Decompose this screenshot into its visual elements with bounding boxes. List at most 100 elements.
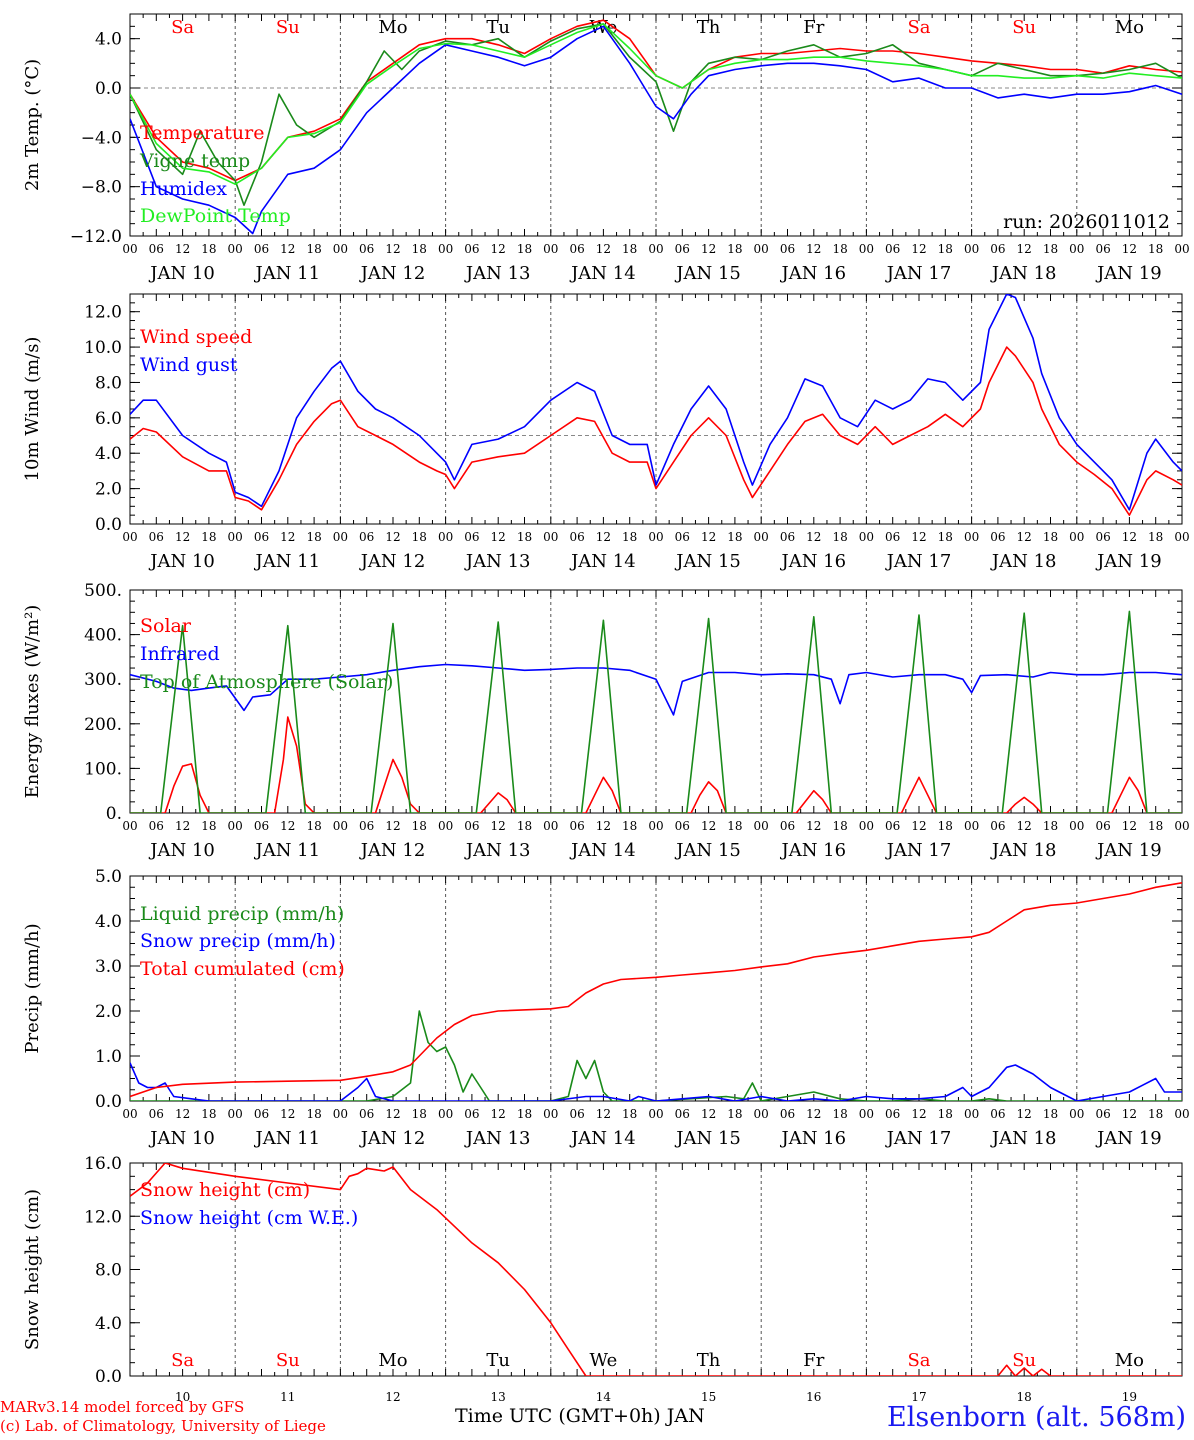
- x-hour-label: 00: [228, 1107, 243, 1121]
- legend-entry: Snow precip (mm/h): [140, 930, 336, 952]
- x-hour-label: 12: [1017, 530, 1032, 544]
- x-hour-label: 06: [990, 242, 1005, 256]
- x-date-label: JAN 19: [1095, 1128, 1162, 1149]
- x-date-label: JAN 11: [254, 263, 321, 284]
- x-hour-label: 00: [438, 1107, 453, 1121]
- x-hour-label: 18: [622, 530, 637, 544]
- x-hour-label: 00: [228, 530, 243, 544]
- x-hour-label: 06: [464, 530, 479, 544]
- x-hour-label: 00: [122, 242, 137, 256]
- x-date-label: 13: [491, 1390, 506, 1404]
- x-hour-label: 00: [1069, 1107, 1084, 1121]
- panel-wind: 12.0 10.0 8.0 6.0 4.0 2.0 0.0 10m Wind (m/s) 00 0…: [22, 293, 1190, 572]
- x-date-label: 19: [1122, 1390, 1137, 1404]
- x-hour-label: 18: [727, 819, 742, 833]
- y-tick-label: 4.0: [95, 912, 122, 932]
- x-hour-label: 12: [701, 242, 716, 256]
- x-date-label: JAN 19: [1095, 551, 1162, 572]
- x-hour-label: 12: [701, 1107, 716, 1121]
- x-hour-label: 00: [754, 242, 769, 256]
- x-hour-label: 12: [596, 530, 611, 544]
- x-date-label: JAN 18: [990, 840, 1057, 861]
- y-tick-label: 500.: [84, 581, 122, 601]
- x-date-label: JAN 15: [674, 551, 741, 572]
- x-hour-label: 12: [175, 530, 190, 544]
- x-hour-label: 18: [832, 242, 847, 256]
- x-hour-label: 06: [149, 242, 164, 256]
- x-hour-label: 06: [780, 242, 795, 256]
- x-hour-label: 00: [122, 1107, 137, 1121]
- x-hour-label: 12: [491, 530, 506, 544]
- y-tick-label: 16.0: [84, 1154, 122, 1174]
- x-date-label: 12: [385, 1390, 400, 1404]
- x-date-label: JAN 11: [254, 840, 321, 861]
- x-hour-label: 18: [201, 530, 216, 544]
- x-hour-label: 12: [806, 1107, 821, 1121]
- x-hour-label: 18: [832, 1107, 847, 1121]
- y-tick-label: 0.0: [95, 79, 122, 99]
- x-hour-label: 18: [1043, 242, 1058, 256]
- energy-series-top-of-atmosphere-solar-: [130, 610, 1182, 813]
- x-hour-label: 18: [727, 1107, 742, 1121]
- y-tick-label: 400.: [84, 626, 122, 646]
- temperature-y-axis-label: 2m Temp. (°C): [22, 59, 43, 191]
- x-hour-label: 12: [1122, 530, 1137, 544]
- x-hour-label: 00: [1174, 242, 1189, 256]
- x-date-label: JAN 16: [780, 263, 847, 284]
- x-hour-label: 06: [359, 242, 374, 256]
- x-date-label: 14: [596, 1390, 612, 1404]
- weekday-label: Sa: [171, 1350, 194, 1371]
- x-hour-label: 18: [201, 1107, 216, 1121]
- x-hour-label: 06: [569, 1107, 584, 1121]
- x-hour-label: 12: [491, 819, 506, 833]
- x-hour-label: 12: [175, 242, 190, 256]
- x-hour-label: 00: [859, 819, 874, 833]
- x-hour-label: 18: [832, 530, 847, 544]
- x-hour-label: 06: [569, 530, 584, 544]
- y-tick-label: −12.0: [70, 227, 122, 247]
- x-hour-label: 00: [1069, 530, 1084, 544]
- legend-entry: Liquid precip (mm/h): [140, 903, 344, 925]
- x-hour-label: 00: [754, 1107, 769, 1121]
- y-tick-label: 4.0: [95, 1314, 122, 1334]
- x-hour-label: 06: [1095, 530, 1110, 544]
- legend-entry: Temperature: [140, 122, 264, 144]
- legend-entry: Total cumulated (cm): [140, 958, 345, 980]
- x-date-label: JAN 12: [359, 551, 426, 572]
- x-hour-label: 00: [964, 819, 979, 833]
- x-hour-label: 12: [596, 1107, 611, 1121]
- x-hour-label: 06: [990, 1107, 1005, 1121]
- panel-energy: 500. 400. 300. 200. 100. 0. Energy fluxes (W/m…: [22, 581, 1190, 861]
- legend-entry: Solar: [140, 615, 192, 637]
- weekday-label: Th: [697, 1350, 721, 1371]
- temperature-series-vigne-temp: [130, 23, 1182, 206]
- x-hour-label: 06: [1095, 819, 1110, 833]
- legend-entry: Top of Atmosphere (Solar): [140, 671, 393, 693]
- x-date-label: JAN 17: [885, 840, 952, 861]
- x-hour-label: 06: [990, 530, 1005, 544]
- legend-entry: DewPoint Temp: [140, 205, 291, 227]
- precip-series-total-cumulated-cm-: [130, 882, 1182, 1098]
- temperature-series-humidex: [130, 25, 1182, 235]
- x-hour-label: 18: [306, 242, 321, 256]
- temperature-series-dewpoint-temp: [130, 23, 1182, 185]
- panel-snow: 16.0 12.0 8.0 4.0 0.0 Snow height (cm) 10 11 12 1…: [22, 1154, 1183, 1404]
- x-date-label: JAN 14: [569, 1128, 636, 1149]
- x-hour-label: 06: [885, 819, 900, 833]
- panel-precip: 5.0 4.0 3.0 2.0 1.0 0.0 Precip (mm/h) 00 06 12 18 0…: [22, 867, 1190, 1149]
- x-date-label: JAN 19: [1095, 263, 1162, 284]
- x-hour-label: 00: [438, 530, 453, 544]
- x-hour-label: 12: [280, 1107, 295, 1121]
- x-date-label: JAN 15: [674, 263, 741, 284]
- x-date-label: JAN 10: [148, 840, 215, 861]
- x-date-label: JAN 17: [885, 1128, 952, 1149]
- time-axis-label: Time UTC (GMT+0h) JAN: [455, 1405, 705, 1427]
- x-hour-label: 12: [1017, 1107, 1032, 1121]
- x-hour-label: 18: [412, 242, 427, 256]
- x-hour-label: 06: [359, 819, 374, 833]
- legend-entry: Snow height (cm): [140, 1179, 310, 1201]
- weekday-label: Su: [1012, 17, 1036, 38]
- x-hour-label: 12: [1122, 242, 1137, 256]
- legend-entry: Wind gust: [140, 354, 238, 376]
- weekday-label: Su: [276, 17, 300, 38]
